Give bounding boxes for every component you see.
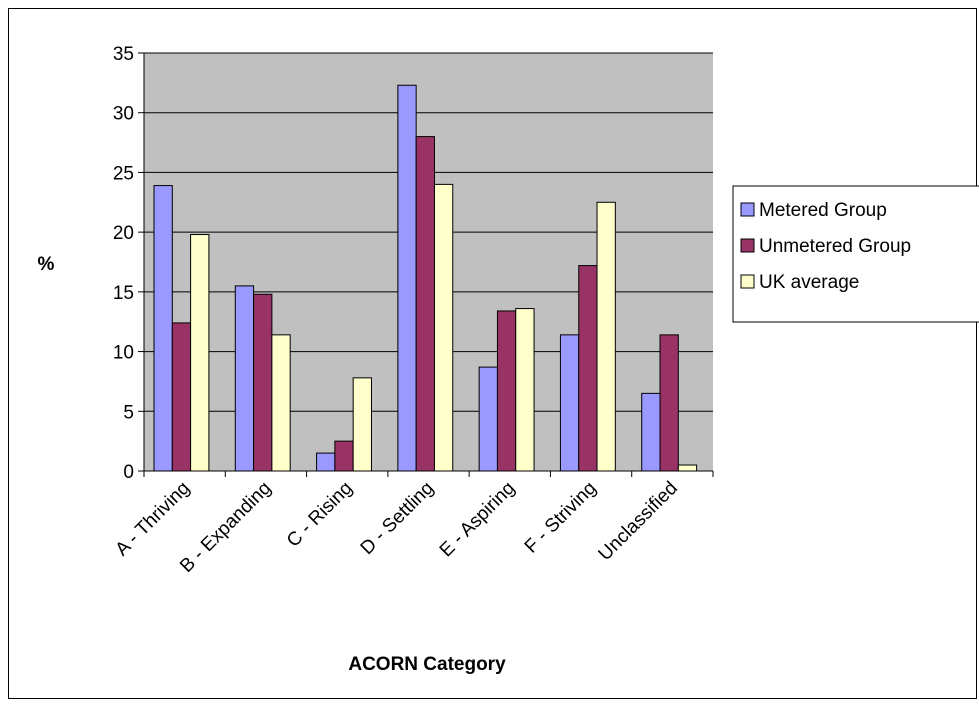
x-tick-marks [143, 471, 714, 477]
x-tick-label: A - Thriving [112, 478, 195, 561]
x-tick-label: D - Settling [357, 478, 438, 559]
bar [316, 452, 336, 472]
bar [677, 464, 698, 472]
x-tick-label: F - Striving [521, 478, 601, 558]
bar [578, 265, 598, 472]
y-tick-label: 0 [123, 462, 134, 483]
bar [253, 293, 273, 472]
bar [641, 392, 661, 472]
y-axis-title: % [38, 254, 55, 275]
x-tick-label: C - Rising [283, 478, 357, 552]
axes [138, 52, 713, 472]
x-tick-label: Unclassified [595, 478, 682, 565]
y-tick-label: 5 [123, 402, 134, 423]
legend-label: Unmetered Group [759, 236, 911, 257]
bar [334, 440, 354, 472]
y-tick-label: 20 [113, 223, 134, 244]
legend-label: Metered Group [759, 200, 887, 221]
bar [496, 310, 517, 472]
legend-swatch [740, 238, 755, 253]
bar [234, 285, 255, 472]
legend-box [732, 185, 979, 323]
bar [171, 322, 192, 472]
bar [352, 377, 372, 472]
bar [433, 183, 454, 472]
bar [153, 185, 173, 472]
y-tick-label: 35 [113, 44, 134, 65]
bar [397, 84, 417, 472]
bar [515, 308, 535, 472]
y-tick-label: 30 [113, 104, 134, 125]
bar [415, 136, 435, 472]
y-tick-label: 25 [113, 163, 134, 184]
legend-label: UK average [759, 272, 859, 293]
y-tick-label: 15 [113, 283, 134, 304]
bar [596, 201, 616, 472]
bar [478, 366, 498, 472]
legend-swatch [740, 274, 755, 289]
bar [190, 234, 210, 472]
x-axis-title: ACORN Category [348, 654, 506, 675]
bars [153, 84, 698, 472]
legend-swatch [740, 202, 755, 217]
y-tick-label: 10 [113, 343, 134, 364]
bar [559, 334, 580, 472]
y-tick-labels: 0 5 10 15 20 25 30 35 [113, 44, 134, 483]
legend-items: Metered Group Unmetered Group UK average [740, 200, 911, 293]
bar [659, 334, 679, 472]
x-tick-label: E - Aspiring [436, 478, 520, 562]
bar [271, 334, 291, 472]
legend: Metered Group Unmetered Group UK average [732, 185, 979, 323]
